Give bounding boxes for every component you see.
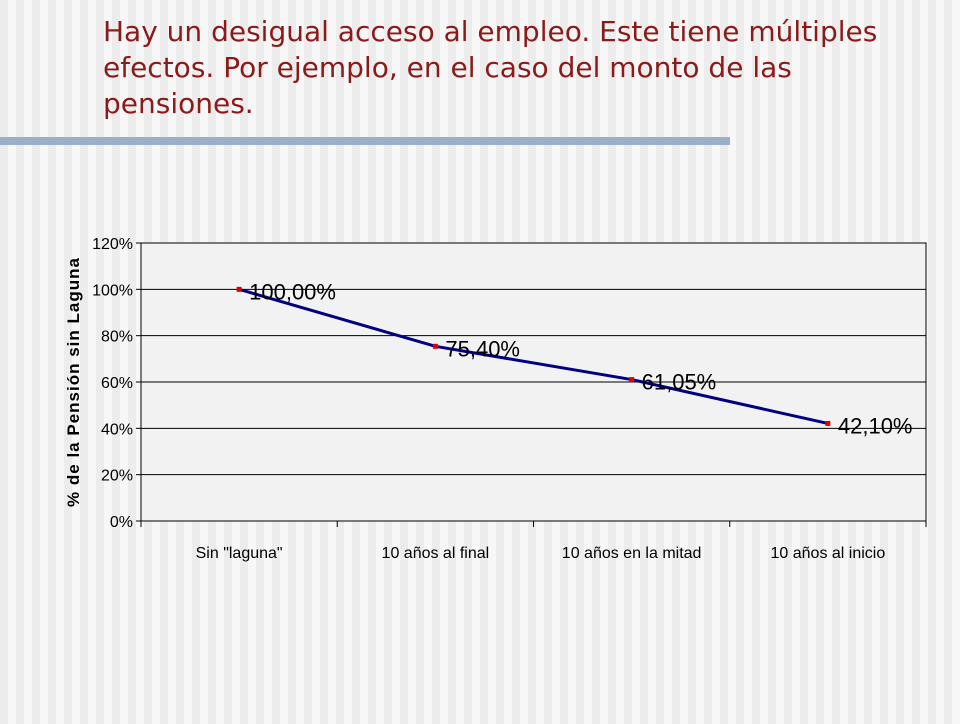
y-tick-label: 40% [101, 421, 133, 438]
y-tick-label: 20% [101, 468, 133, 485]
series-line [238, 287, 829, 425]
label-layer: 100,00% 75,40% 61,05% 42,10% [249, 279, 912, 438]
axis-layer: 0% 20% 40% 60% 80% 100% 120% Sin "laguna" 10 año… [64, 236, 927, 562]
data-point [629, 377, 635, 383]
y-tick-label: 120% [92, 236, 133, 253]
x-tick-label: 10 años al inicio [771, 545, 886, 562]
slide-title: Hay un desigual acceso al empleo. Este t… [103, 15, 878, 120]
data-label: 100,00% [249, 279, 336, 304]
data-point [432, 343, 438, 349]
y-tick-label: 0% [110, 514, 133, 531]
x-tick-label: 10 años en la mitad [562, 545, 702, 562]
y-axis-label: % de la Pensión sin Laguna [64, 257, 83, 507]
data-label: 75,40% [445, 336, 520, 361]
data-point [236, 286, 242, 292]
x-tick-label: 10 años al final [382, 545, 490, 562]
y-tick-label: 100% [92, 282, 133, 299]
y-tick-label: 80% [101, 329, 133, 346]
title-underline [0, 137, 730, 145]
y-tick-label: 60% [101, 375, 133, 392]
data-label: 42,10% [838, 413, 913, 438]
series-layer [236, 286, 831, 426]
data-label: 61,05% [642, 370, 717, 395]
x-tick-label: Sin "laguna" [196, 545, 283, 562]
data-point [825, 420, 831, 426]
